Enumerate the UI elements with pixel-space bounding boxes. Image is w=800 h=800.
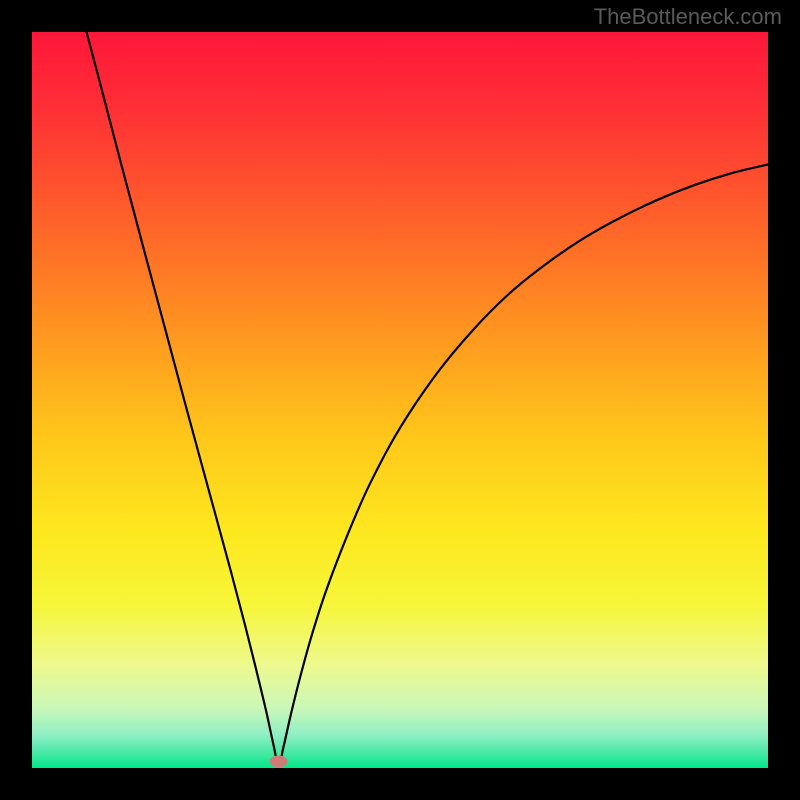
chart-frame: TheBottleneck.com [0,0,800,800]
minimum-marker [270,755,288,767]
watermark-text: TheBottleneck.com [594,4,782,30]
plot-background [32,32,768,768]
plot-area [32,32,768,768]
